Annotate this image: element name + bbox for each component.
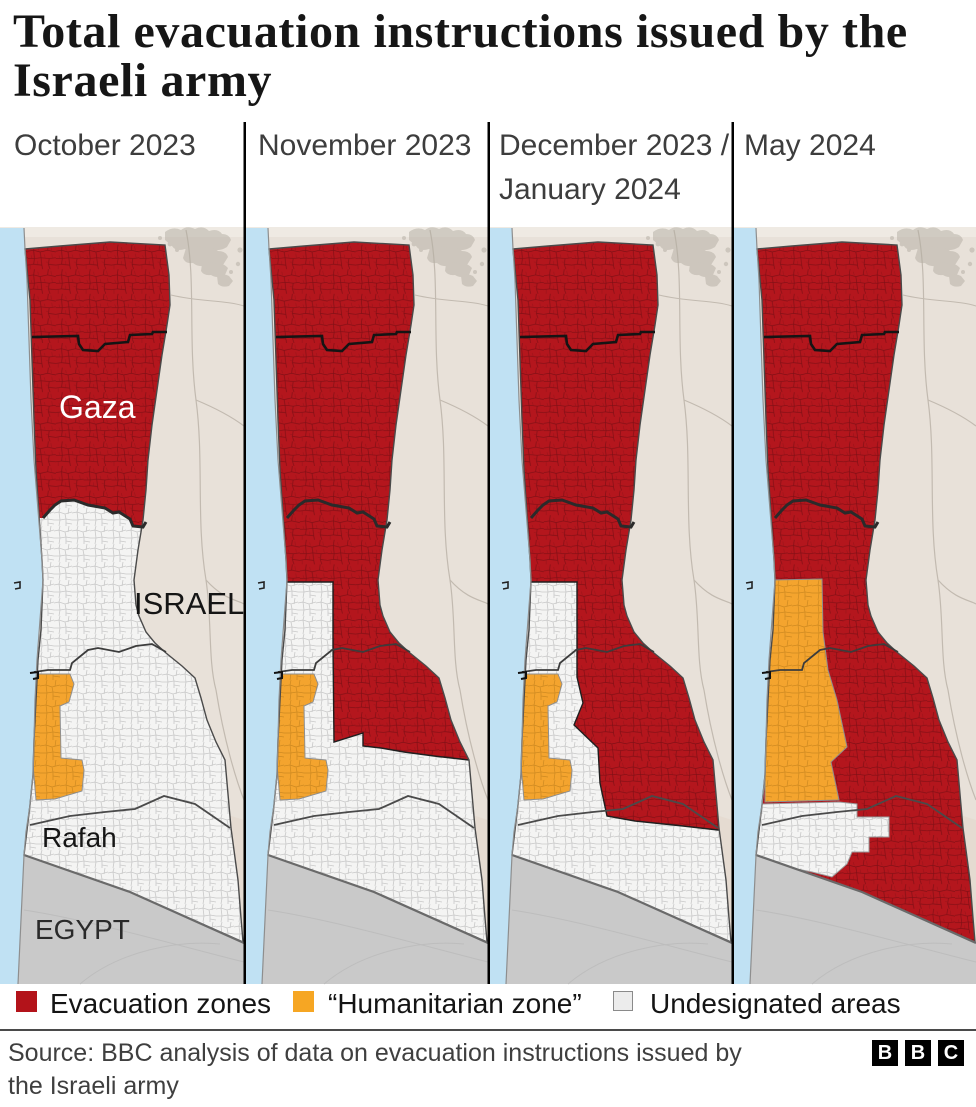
svg-text:Rafah: Rafah: [42, 822, 117, 853]
svg-text:EGYPT: EGYPT: [35, 914, 130, 945]
svg-text:Gaza: Gaza: [59, 389, 136, 425]
svg-text:ISRAEL: ISRAEL: [134, 586, 244, 621]
